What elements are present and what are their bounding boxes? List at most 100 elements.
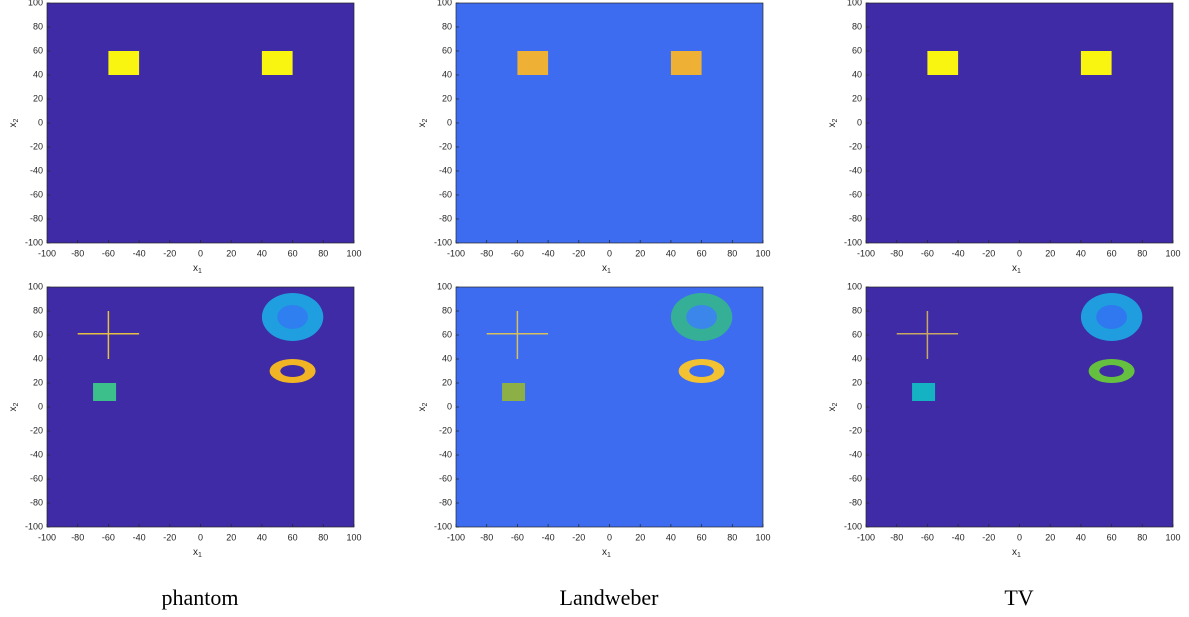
y-tick-label: -40	[30, 165, 43, 175]
y-tick-label: -80	[849, 213, 862, 223]
x-tick-label: 100	[755, 248, 770, 258]
y-tick-label: 20	[442, 93, 452, 103]
x-axis-label: x1	[193, 263, 202, 275]
y-tick-label: -80	[439, 497, 452, 507]
y-tick-label: 100	[28, 281, 43, 291]
x-tick-label: 60	[288, 532, 298, 542]
y-tick-label: 100	[437, 281, 452, 291]
panel: -100 -80 -60 -40 -20 0 20 40 60 80 100-100-80-60-4…	[827, 0, 1181, 275]
y-tick-label: -100	[434, 521, 452, 531]
x-axis-label: x1	[1012, 263, 1021, 275]
x-axis-label-base: x	[193, 263, 198, 274]
y-tick-label: -20	[439, 141, 452, 151]
x-tick-label: 40	[257, 532, 267, 542]
x-tick-label: 60	[1107, 248, 1117, 258]
region	[912, 383, 936, 401]
y-tick-label: -20	[849, 425, 862, 435]
x-tick-label: 60	[697, 532, 707, 542]
x-tick-label: -80	[890, 248, 903, 258]
x-tick-label: -80	[890, 532, 903, 542]
x-tick-label: 60	[288, 248, 298, 258]
x-tick-label: 40	[666, 532, 676, 542]
y-tick-label: 100	[28, 0, 43, 7]
x-tick-label: 100	[346, 532, 361, 542]
plot-background	[47, 3, 354, 243]
panel: -100 -80 -60 -40 -20 0 20 40 60 80 100-100-80-60-4…	[8, 0, 362, 275]
caption: TV	[1004, 585, 1033, 610]
x-axis-label-sub: 1	[607, 268, 611, 275]
x-tick-label: 100	[346, 248, 361, 258]
x-tick-label: 0	[1017, 248, 1022, 258]
x-tick-label: -60	[921, 248, 934, 258]
region	[1080, 51, 1112, 75]
x-axis-label-base: x	[602, 547, 607, 558]
x-tick-label: -40	[133, 248, 146, 258]
x-axis-label: x1	[602, 263, 611, 275]
x-tick-label: 20	[1045, 248, 1055, 258]
y-axis-label-base: x	[8, 406, 19, 411]
x-tick-label: -100	[38, 248, 56, 258]
x-axis-label-sub: 1	[198, 552, 202, 559]
x-tick-label: -100	[38, 532, 56, 542]
x-axis-label: x1	[193, 547, 202, 559]
x-axis-label: x1	[602, 547, 611, 559]
y-tick-label: 60	[442, 329, 452, 339]
x-tick-label: -80	[71, 532, 84, 542]
x-axis-label-base: x	[602, 263, 607, 274]
x-tick-label: -100	[447, 248, 465, 258]
x-tick-label: 20	[226, 248, 236, 258]
y-tick-label: 60	[852, 329, 862, 339]
x-tick-label: 20	[635, 532, 645, 542]
y-tick-label: -60	[439, 189, 452, 199]
y-tick-label: -100	[25, 237, 43, 247]
caption: phantom	[162, 585, 239, 610]
y-tick-label: -100	[844, 521, 862, 531]
y-tick-label: 80	[442, 305, 452, 315]
x-tick-label: 40	[257, 248, 267, 258]
y-tick-label: 80	[852, 21, 862, 31]
y-tick-label: 80	[33, 21, 43, 31]
y-tick-label: 0	[447, 401, 452, 411]
x-tick-label: 80	[318, 532, 328, 542]
x-tick-label: 80	[727, 532, 737, 542]
y-tick-label: -80	[30, 497, 43, 507]
x-tick-label: -20	[572, 532, 585, 542]
x-tick-label: 100	[1165, 532, 1180, 542]
y-axis-label-base: x	[417, 406, 428, 411]
x-axis-label: x1	[1012, 547, 1021, 559]
x-tick-label: 80	[1137, 248, 1147, 258]
y-axis-label-sub: 2	[422, 118, 429, 122]
y-tick-label: 100	[437, 0, 452, 7]
x-axis-label-sub: 1	[607, 552, 611, 559]
y-tick-label: 40	[442, 353, 452, 363]
y-axis-label: x2	[8, 402, 20, 411]
plot-background	[866, 3, 1173, 243]
panel: -100 -80 -60 -40 -20 0 20 40 60 80 100-100-80-60-4…	[827, 281, 1181, 558]
ellipse-feature	[277, 305, 308, 329]
x-tick-label: 80	[727, 248, 737, 258]
panel: -100 -80 -60 -40 -20 0 20 40 60 80 100-100-80-60-4…	[417, 0, 771, 275]
y-tick-label: 100	[847, 281, 862, 291]
y-tick-label: 40	[852, 69, 862, 79]
y-axis-label-sub: 2	[832, 118, 839, 122]
y-tick-label: -60	[439, 473, 452, 483]
y-tick-label: 20	[852, 377, 862, 387]
x-tick-label: -100	[857, 248, 875, 258]
x-tick-label: 40	[1076, 248, 1086, 258]
y-tick-label: 80	[442, 21, 452, 31]
y-axis-label: x2	[8, 118, 20, 127]
y-tick-label: -100	[434, 237, 452, 247]
y-tick-label: 40	[33, 353, 43, 363]
x-tick-label: 40	[666, 248, 676, 258]
region	[502, 383, 526, 401]
y-tick-label: -40	[439, 165, 452, 175]
y-tick-label: -60	[30, 473, 43, 483]
y-tick-label: 80	[852, 305, 862, 315]
y-tick-label: 0	[38, 117, 43, 127]
panel: -100 -80 -60 -40 -20 0 20 40 60 80 100-100-80-60-4…	[8, 281, 362, 558]
region	[261, 51, 293, 75]
y-tick-label: 60	[852, 45, 862, 55]
y-tick-label: -80	[439, 213, 452, 223]
y-axis-label: x2	[827, 402, 839, 411]
